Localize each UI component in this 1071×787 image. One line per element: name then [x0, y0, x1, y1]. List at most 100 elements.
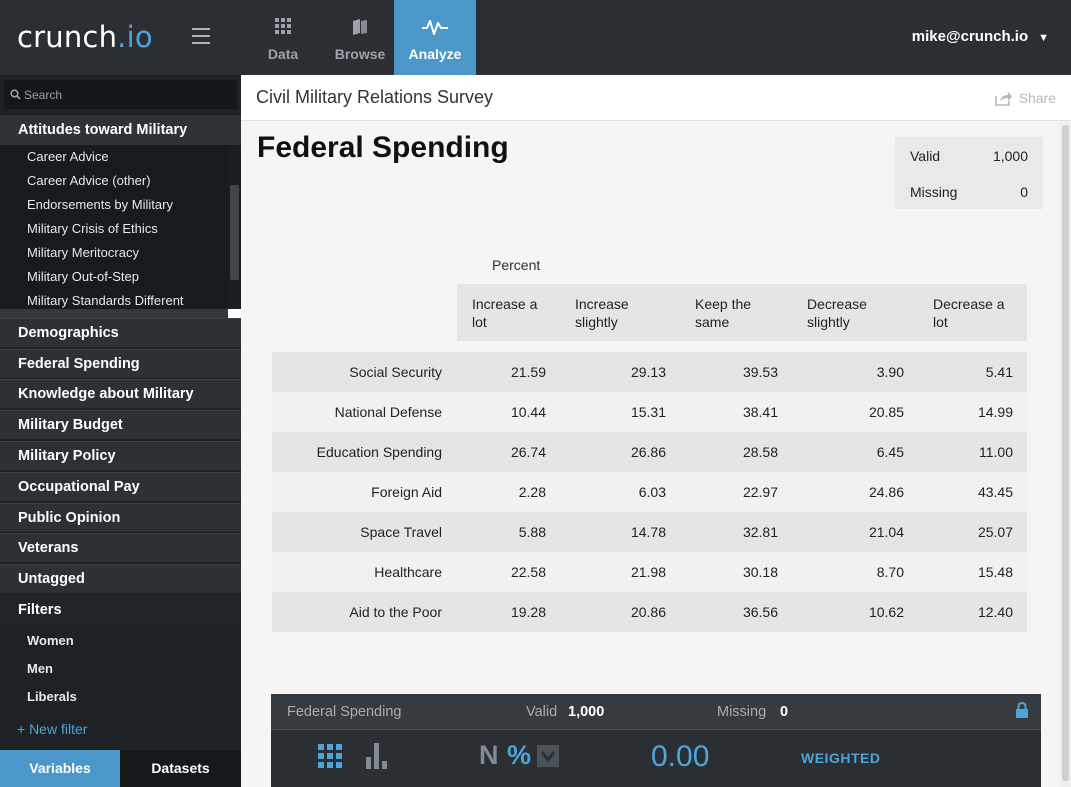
filter-men[interactable]: Men — [27, 661, 53, 676]
valid-value: 1,000 — [992, 148, 1028, 164]
variable-group-open: Attitudes toward Military Career Advice … — [0, 115, 241, 319]
percent-direction-icon[interactable] — [537, 745, 559, 767]
table-cell: 15.31 — [560, 392, 680, 432]
table-cell: 14.78 — [560, 512, 680, 552]
panel-header: Federal Spending Valid 1,000 Missing 0 — [271, 694, 1041, 730]
table-cell: 29.13 — [560, 352, 680, 392]
variable-title: Federal Spending — [257, 131, 509, 164]
panel-toolbar: N % 0.00 WEIGHTED — [271, 730, 1041, 787]
search-input[interactable] — [24, 80, 229, 109]
top-bar: crunch.io Data Browse Analyze mike@crunc… — [0, 0, 1071, 75]
column-header[interactable]: Decrease a lot — [918, 284, 1027, 341]
filter-liberals[interactable]: Liberals — [27, 689, 77, 704]
weighted-toggle[interactable]: WEIGHTED — [801, 750, 881, 766]
filters-header: Filters — [0, 595, 241, 625]
table-cell: 20.86 — [560, 592, 680, 632]
row-label[interactable]: National Defense — [272, 392, 457, 432]
variable-item[interactable]: Career Advice (other) — [27, 173, 151, 188]
table-cell: 39.53 — [680, 352, 792, 392]
user-email: mike@crunch.io — [911, 28, 1029, 45]
group-veterans[interactable]: Veterans — [0, 533, 241, 562]
bar-chart-icon[interactable] — [366, 743, 388, 769]
row-label[interactable]: Aid to the Poor — [272, 592, 457, 632]
row-label[interactable]: Social Security — [272, 352, 457, 392]
column-header[interactable]: Decrease slightly — [792, 284, 918, 341]
logo-main-text: crunch — [17, 20, 118, 54]
sidebar: Attitudes toward Military Career Advice … — [0, 75, 241, 787]
group-military-policy[interactable]: Military Policy — [0, 441, 241, 470]
share-button[interactable]: Share — [994, 90, 1056, 106]
table-cell: 19.28 — [457, 592, 560, 632]
table-cell: 21.59 — [457, 352, 560, 392]
pulse-icon — [422, 20, 448, 35]
table-cell: 32.81 — [680, 512, 792, 552]
row-label[interactable]: Space Travel — [272, 512, 457, 552]
new-filter-link[interactable]: + New filter — [17, 721, 88, 737]
table-view-icon[interactable] — [318, 744, 342, 768]
dataset-header: Civil Military Relations Survey Share — [241, 75, 1071, 121]
column-header[interactable]: Increase a lot — [457, 284, 560, 341]
table-row: Healthcare 22.58 21.98 30.18 8.70 15.48 — [272, 552, 1027, 592]
table-cell: 21.04 — [792, 512, 918, 552]
filter-women[interactable]: Women — [27, 633, 74, 648]
variable-item[interactable]: Military Standards Different — [27, 293, 184, 308]
variable-item[interactable]: Military Crisis of Ethics — [27, 221, 158, 236]
hamburger-menu-icon[interactable] — [192, 28, 210, 44]
variable-item[interactable]: Military Meritocracy — [27, 245, 139, 260]
table-row: Social Security 21.59 29.13 39.53 3.90 5… — [272, 352, 1027, 392]
table-cell: 3.90 — [792, 352, 918, 392]
table-header-row: Increase a lot Increase slightly Keep th… — [272, 284, 1027, 341]
tab-variables[interactable]: Variables — [0, 750, 120, 787]
horizontal-scrollbar[interactable] — [0, 309, 228, 318]
missing-value: 0 — [1020, 184, 1028, 200]
variable-item[interactable]: Military Out-of-Step — [27, 269, 139, 284]
group-federal-spending[interactable]: Federal Spending — [0, 349, 241, 378]
group-demographics[interactable]: Demographics — [0, 318, 241, 347]
tab-data[interactable]: Data — [243, 0, 323, 75]
panel-missing-value: 0 — [780, 704, 789, 720]
count-toggle[interactable]: N — [479, 740, 499, 770]
group-occupational-pay[interactable]: Occupational Pay — [0, 472, 241, 501]
column-header[interactable]: Keep the same — [680, 284, 792, 341]
table-cell: 2.28 — [457, 472, 560, 512]
panel-valid-value: 1,000 — [568, 704, 605, 720]
row-label[interactable]: Healthcare — [272, 552, 457, 592]
main-scrollbar-thumb[interactable] — [1062, 125, 1069, 781]
tab-browse[interactable]: Browse — [320, 0, 400, 75]
table-cell: 25.07 — [918, 512, 1027, 552]
decimal-places-value[interactable]: 0.00 — [651, 740, 710, 773]
group-untagged[interactable]: Untagged — [0, 564, 241, 593]
table-row: Aid to the Poor 19.28 20.86 36.56 10.62 … — [272, 592, 1027, 632]
scrollbar-corner — [228, 309, 241, 318]
column-header[interactable]: Increase slightly — [560, 284, 680, 341]
table-cell: 5.88 — [457, 512, 560, 552]
table-cell: 10.44 — [457, 392, 560, 432]
table-cell: 21.98 — [560, 552, 680, 592]
table-cell: 26.86 — [560, 432, 680, 472]
percent-toggle[interactable]: % — [507, 740, 532, 770]
lock-icon[interactable] — [1015, 702, 1029, 719]
variable-item[interactable]: Career Advice — [27, 149, 109, 164]
user-menu[interactable]: mike@crunch.io ▼ — [912, 28, 1049, 45]
tab-datasets[interactable]: Datasets — [120, 750, 241, 787]
row-label[interactable]: Education Spending — [272, 432, 457, 472]
group-military-budget[interactable]: Military Budget — [0, 410, 241, 439]
table-cell: 6.03 — [560, 472, 680, 512]
variable-list: Career Advice Career Advice (other) Endo… — [0, 145, 228, 309]
crunch-logo[interactable]: crunch.io — [17, 20, 153, 54]
main-scrollbar[interactable] — [1060, 121, 1071, 787]
variable-item[interactable]: Endorsements by Military — [27, 197, 173, 212]
group-knowledge-about-military[interactable]: Knowledge about Military — [0, 379, 241, 408]
vertical-scrollbar-thumb[interactable] — [230, 185, 239, 280]
table-row: Foreign Aid 2.28 6.03 22.97 24.86 43.45 — [272, 472, 1027, 512]
table-cell: 22.97 — [680, 472, 792, 512]
missing-row: Missing 0 — [910, 184, 1028, 200]
tab-analyze[interactable]: Analyze — [394, 0, 476, 75]
group-public-opinion[interactable]: Public Opinion — [0, 503, 241, 532]
group-header-attitudes[interactable]: Attitudes toward Military — [0, 115, 241, 145]
panel-variable-title: Federal Spending — [287, 704, 402, 720]
row-label[interactable]: Foreign Aid — [272, 472, 457, 512]
table-cell: 38.41 — [680, 392, 792, 432]
panel-missing-label: Missing — [717, 704, 767, 720]
measure-label: Percent — [492, 257, 541, 273]
